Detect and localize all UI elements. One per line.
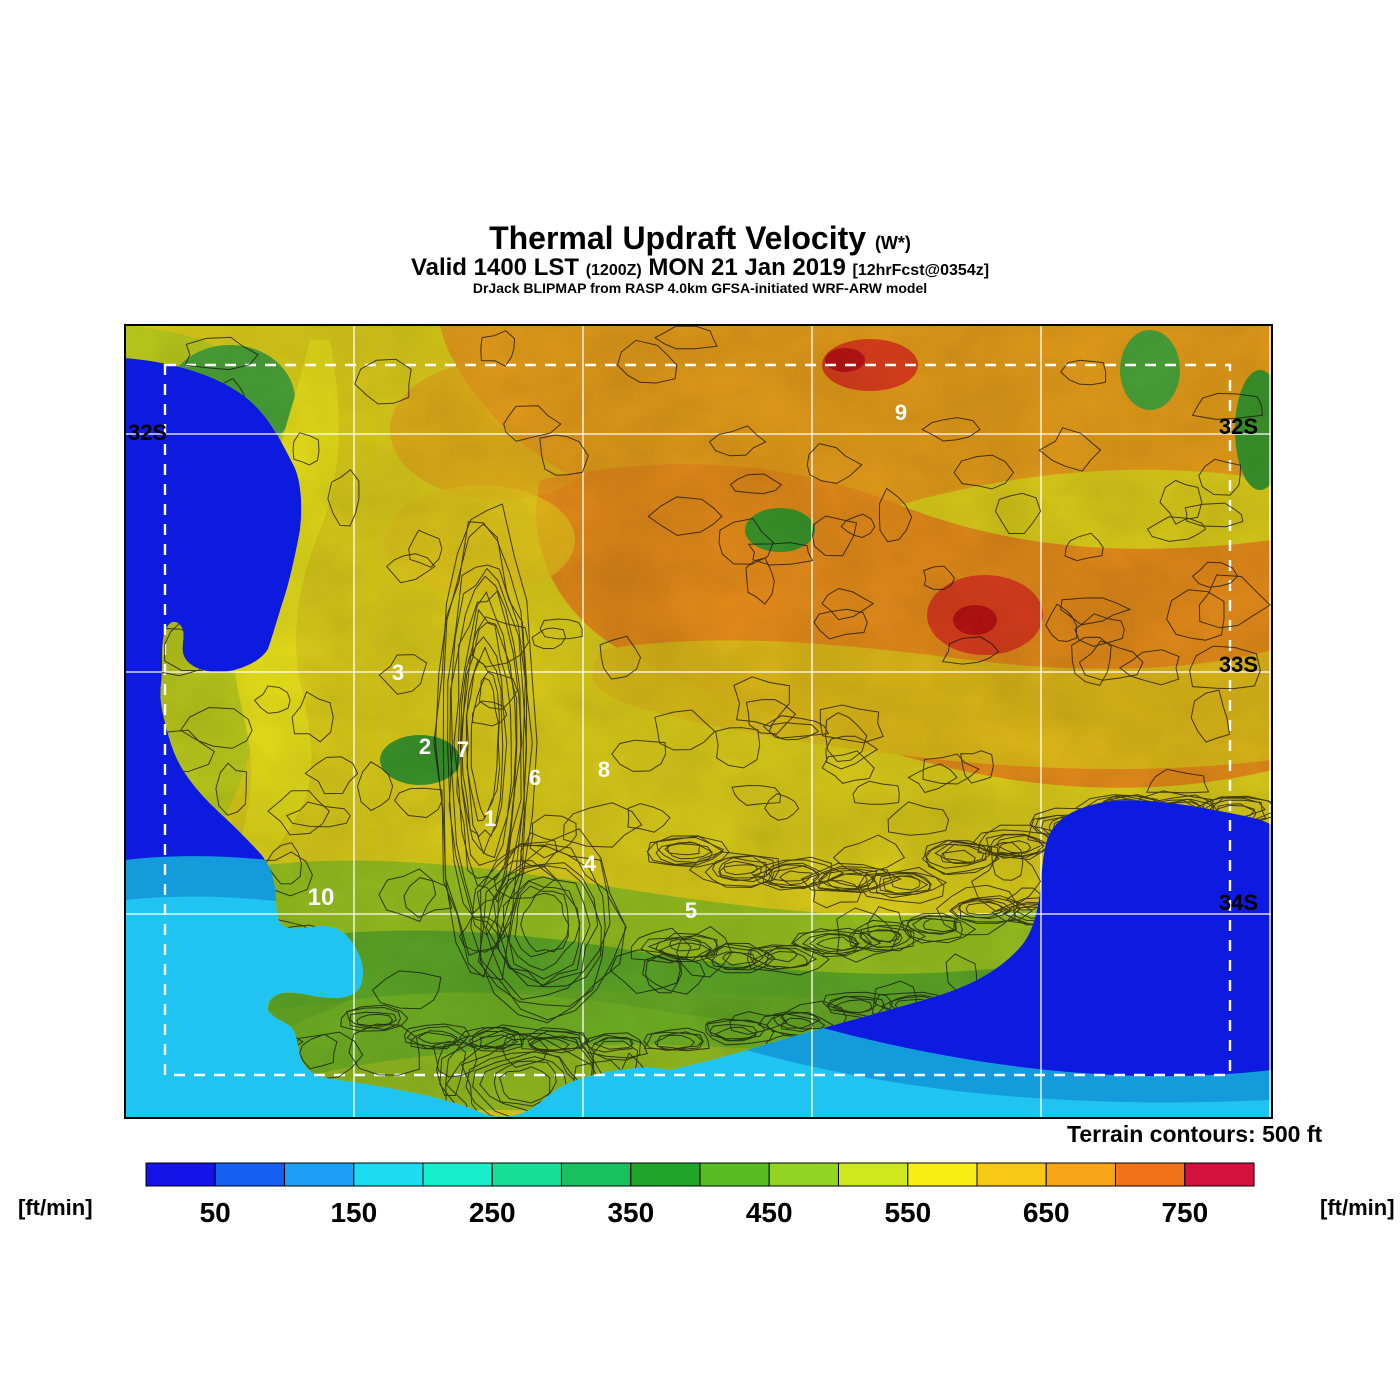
svg-text:350: 350	[607, 1197, 654, 1228]
svg-text:750: 750	[1161, 1197, 1208, 1228]
svg-text:50: 50	[200, 1197, 231, 1228]
svg-text:550: 550	[884, 1197, 931, 1228]
svg-text:150: 150	[330, 1197, 377, 1228]
svg-text:450: 450	[746, 1197, 793, 1228]
svg-text:650: 650	[1023, 1197, 1070, 1228]
svg-text:250: 250	[469, 1197, 516, 1228]
